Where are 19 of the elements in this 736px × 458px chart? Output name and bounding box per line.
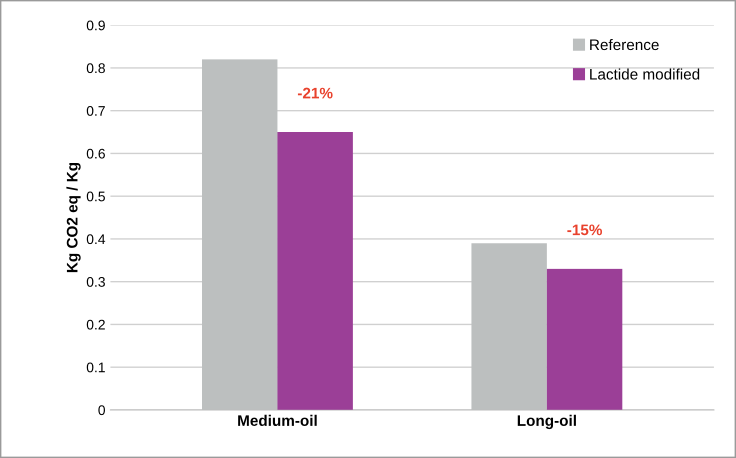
bar <box>546 268 622 410</box>
y-tick-label: 0.5 <box>86 192 105 202</box>
y-tick-label: 0.1 <box>86 362 105 372</box>
y-tick-label: 0 <box>98 405 105 416</box>
annotation: -15% <box>567 224 602 236</box>
y-tick-label: 0.3 <box>86 277 105 287</box>
x-tick-label: Medium-oil <box>238 414 317 426</box>
y-tick-label: 0.2 <box>86 320 105 330</box>
y-tick-label: 0.7 <box>86 106 105 116</box>
x-tick-label: Long-oil <box>518 414 576 430</box>
bar <box>277 132 353 410</box>
annotation: -21% <box>298 88 333 98</box>
y-tick-label: 0.6 <box>86 148 105 159</box>
y-axis-title: Kg CO2 eq / Kg <box>66 162 81 272</box>
legend-label: Reference <box>590 38 659 50</box>
y-tick-label: 0.9 <box>86 20 105 30</box>
y-tick-label: 0.8 <box>86 63 105 74</box>
legend-label: Lactide modified <box>590 68 700 80</box>
y-tick-label: 0.4 <box>86 234 106 244</box>
